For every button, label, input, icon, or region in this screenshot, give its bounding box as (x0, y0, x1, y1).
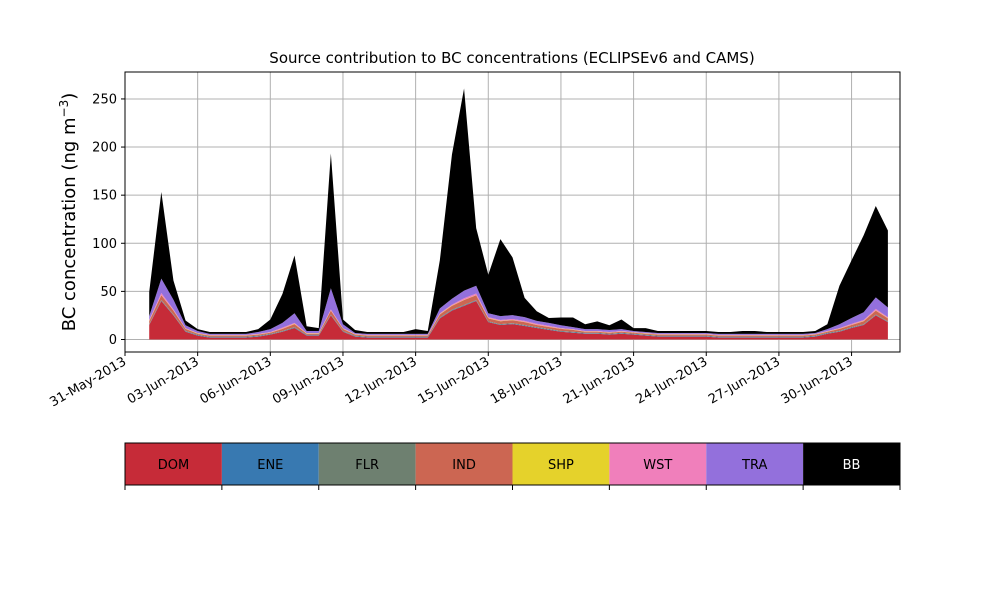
y-tick-label: 0 (109, 333, 117, 348)
area-dom (149, 301, 888, 340)
x-tick-label: 06-Jun-2013 (197, 354, 274, 407)
y-tick-label: 250 (92, 92, 117, 107)
y-tick-label: 200 (92, 141, 117, 156)
x-tick-label: 30-Jun-2013 (779, 354, 856, 407)
legend-swatch-dom (125, 443, 222, 485)
x-tick-label: 09-Jun-2013 (270, 354, 347, 407)
legend-colorbar: DOM ENE FLR IND SHP WST TRA BB (124, 442, 901, 490)
legend-label-shp: SHP (548, 458, 574, 473)
x-tick-label: 27-Jun-2013 (706, 354, 783, 407)
x-tick-label: 03-Jun-2013 (125, 354, 202, 407)
stacked-areas (149, 88, 888, 340)
y-axis-label: BC concentration (ng m−3) (57, 93, 80, 332)
y-tick-label: 150 (92, 189, 117, 204)
legend-swatch-tra (706, 443, 804, 485)
chart-title: Source contribution to BC concentrations… (269, 49, 754, 67)
legend-label-ind: IND (452, 458, 476, 473)
y-tick-label: 50 (100, 285, 117, 300)
legend-swatch-ene (221, 443, 319, 485)
legend-label-bb: BB (843, 458, 861, 473)
x-tick-label: 21-Jun-2013 (561, 354, 638, 407)
area-bb (149, 88, 888, 334)
x-tick-label: 31-May-2013 (47, 354, 129, 410)
legend-swatch-wst (609, 443, 707, 485)
y-tick-label: 100 (92, 237, 117, 252)
legend-swatch-shp (512, 443, 610, 485)
legend-label-flr: FLR (355, 458, 379, 473)
legend-label-ene: ENE (257, 458, 283, 473)
legend-label-wst: WST (643, 458, 672, 473)
x-tick-label: 15-Jun-2013 (415, 354, 492, 407)
legend-swatch-ind (415, 443, 513, 485)
legend-label-tra: TRA (741, 458, 767, 473)
y-axis: 0 50 100 150 200 250 (92, 92, 125, 348)
legend-swatch-bb (803, 443, 900, 485)
x-axis: 31-May-201303-Jun-201306-Jun-201309-Jun-… (47, 352, 856, 410)
x-tick-label: 12-Jun-2013 (343, 354, 420, 407)
legend-label-dom: DOM (158, 458, 189, 473)
x-tick-label: 24-Jun-2013 (633, 354, 710, 407)
grid-lines (124, 72, 900, 352)
legend-swatch-flr (318, 443, 416, 485)
x-tick-label: 18-Jun-2013 (488, 354, 565, 407)
plot-frame (124, 71, 901, 353)
